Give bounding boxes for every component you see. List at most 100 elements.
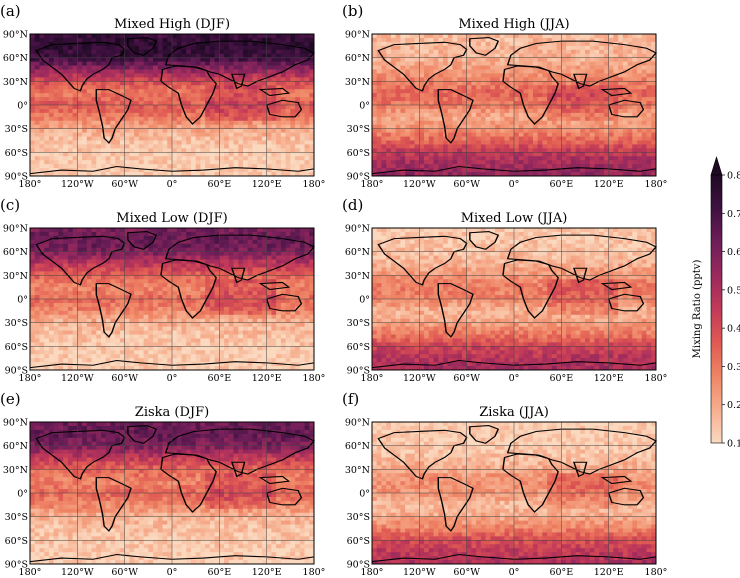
- heatmap-cell: [594, 77, 600, 82]
- heatmap-cell: [414, 57, 420, 63]
- heatmap-cell: [34, 263, 40, 268]
- heatmap-cell: [67, 45, 73, 51]
- heatmap-cell: [622, 124, 628, 130]
- heatmap-cell: [641, 81, 647, 86]
- heatmap-cell: [485, 152, 491, 157]
- heatmap-cell: [409, 53, 415, 59]
- heatmap-cell: [124, 148, 130, 153]
- heatmap-cell: [646, 132, 652, 137]
- heatmap-cell: [205, 73, 211, 78]
- heatmap-cell: [575, 45, 581, 51]
- heatmap-cell: [224, 164, 230, 169]
- heatmap-cell: [200, 152, 206, 157]
- heatmap-cell: [641, 132, 647, 137]
- heatmap-cell: [490, 116, 496, 122]
- heatmap-cell: [44, 128, 50, 134]
- heatmap-cell: [271, 124, 277, 130]
- heatmap-cell: [77, 81, 83, 86]
- heatmap-cell: [63, 239, 69, 245]
- heatmap-cell: [157, 53, 163, 59]
- heatmap-cell: [271, 53, 277, 59]
- heatmap-cell: [91, 235, 97, 241]
- heatmap-cell: [48, 239, 55, 245]
- heatmap-cell: [195, 89, 201, 94]
- heatmap-cell: [119, 124, 126, 130]
- heatmap-cell: [518, 49, 524, 55]
- heatmap-cell: [82, 89, 88, 94]
- heatmap-cell: [476, 57, 482, 63]
- heatmap-cell: [299, 77, 305, 82]
- heatmap-cell: [627, 49, 633, 55]
- heatmap-cell: [566, 105, 572, 110]
- heatmap-cell: [96, 81, 102, 86]
- heatmap-cell: [271, 136, 277, 141]
- heatmap-cell: [594, 61, 600, 66]
- heatmap-cell: [376, 85, 382, 90]
- heatmap-cell: [190, 77, 197, 82]
- heatmap-cell: [186, 160, 192, 165]
- heatmap-cell: [186, 172, 192, 177]
- heatmap-cell: [44, 136, 50, 141]
- heatmap-cell: [390, 65, 397, 70]
- heatmap-cell: [452, 168, 458, 173]
- heatmap-cell: [186, 124, 192, 130]
- heatmap-cell: [44, 164, 50, 169]
- heatmap-cell: [485, 140, 491, 145]
- heatmap-cell: [471, 49, 477, 55]
- heatmap-cell: [143, 34, 149, 39]
- heatmap-cell: [224, 77, 230, 82]
- heatmap-cell: [72, 259, 78, 264]
- heatmap-cell: [176, 112, 182, 118]
- heatmap-cell: [556, 69, 562, 74]
- heatmap-cell: [134, 228, 140, 233]
- heatmap-cell: [504, 85, 510, 90]
- heatmap-cell: [280, 73, 286, 78]
- heatmap-cell: [181, 148, 187, 153]
- heatmap-cell: [622, 128, 628, 134]
- heatmap-cell: [233, 263, 239, 268]
- heatmap-cell: [148, 152, 154, 157]
- heatmap-cell: [575, 172, 581, 177]
- heatmap-cell: [276, 37, 282, 43]
- heatmap-cell: [209, 156, 215, 161]
- heatmap-cell: [119, 228, 126, 233]
- heatmap-cell: [285, 108, 291, 114]
- heatmap-cell: [214, 77, 220, 82]
- heatmap-cell: [252, 160, 258, 165]
- heatmap-cell: [67, 247, 73, 253]
- heatmap-cell: [247, 164, 253, 169]
- heatmap-cell: [646, 49, 652, 55]
- heatmap-cell: [143, 124, 149, 130]
- heatmap-cell: [39, 53, 45, 59]
- heatmap-cell: [124, 160, 130, 165]
- heatmap-cell: [613, 120, 619, 126]
- heatmap-cell: [86, 160, 92, 165]
- heatmap-cell: [271, 89, 277, 94]
- heatmap-cell: [224, 45, 230, 51]
- heatmap-cell: [257, 172, 263, 177]
- heatmap-cell: [162, 136, 168, 141]
- heatmap-cell: [447, 112, 453, 118]
- heatmap-cell: [209, 73, 215, 78]
- heatmap-cell: [499, 156, 505, 161]
- heatmap-cell: [82, 61, 88, 66]
- heatmap-cell: [247, 247, 253, 253]
- heatmap-cell: [566, 116, 572, 122]
- heatmap-cell: [400, 37, 406, 43]
- heatmap-cell: [77, 41, 83, 47]
- heatmap-cell: [428, 49, 434, 55]
- heatmap-cell: [309, 132, 315, 137]
- heatmap-cell: [105, 53, 111, 59]
- heatmap-cell: [252, 136, 258, 141]
- heatmap-cell: [447, 128, 453, 134]
- heatmap-cell: [461, 89, 468, 94]
- heatmap-cell: [509, 77, 515, 82]
- heatmap-cell: [172, 164, 178, 169]
- heatmap-cell: [285, 77, 291, 82]
- heatmap-cell: [195, 124, 201, 130]
- heatmap-cell: [124, 81, 130, 86]
- heatmap-cell: [295, 53, 301, 59]
- heatmap-cell: [632, 89, 638, 94]
- heatmap-cell: [575, 120, 581, 126]
- heatmap-cell: [457, 101, 463, 106]
